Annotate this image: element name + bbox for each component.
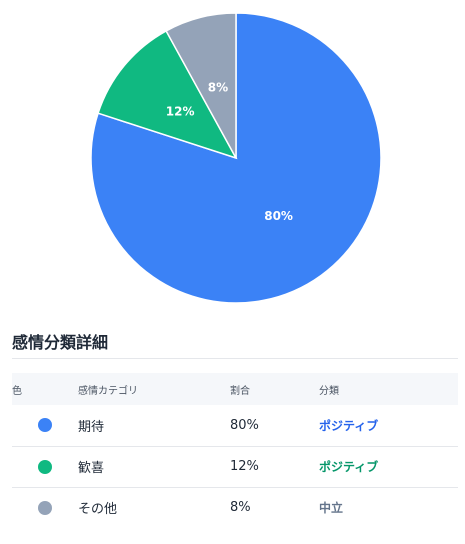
ratio-cell: 80% [230, 417, 259, 433]
section-title: 感情分類詳細 [12, 333, 109, 352]
pie-slice-label-2: 8% [208, 80, 228, 94]
classification-label: ポジティブ [319, 418, 379, 433]
table-header-row: 色 感情カテゴリ 割合 分類 [12, 373, 458, 405]
header-category: 感情カテゴリ [78, 385, 138, 397]
table-row: 期待 80% ポジティブ [12, 405, 458, 446]
ratio-cell: 8% [230, 500, 251, 516]
category-cell: 期待 [78, 419, 105, 435]
classification-label: ポジティブ [319, 460, 379, 474]
color-dot [38, 459, 52, 474]
header-color: 色 [12, 385, 22, 397]
color-dot [38, 500, 52, 515]
category-cell: その他 [78, 502, 118, 518]
pie-slice-1 [97, 29, 238, 160]
pie-chart: 80% 12% 8% [90, 12, 382, 304]
emotion-detail-table: 色 感情カテゴリ 割合 分類 期待 80% ポジティブ 歓喜 12% ポジティブ… [12, 373, 458, 528]
table-row: 歓喜 12% ポジティブ [12, 446, 458, 487]
title-divider [12, 358, 458, 359]
category-cell: 歓喜 [78, 461, 105, 476]
header-ratio: 割合 [230, 385, 250, 397]
table-row: その他 8% 中立 [12, 487, 458, 528]
pie-slice-label-1: 12% [166, 104, 195, 118]
classification-label: 中立 [319, 501, 344, 516]
pie-chart-svg: 80% 12% 8% [90, 12, 382, 304]
pie-slice-label-0: 80% [264, 209, 293, 223]
color-dot [38, 418, 52, 433]
pie-slice-2 [165, 12, 237, 159]
header-classification: 分類 [319, 385, 339, 397]
ratio-cell: 12% [230, 459, 259, 474]
